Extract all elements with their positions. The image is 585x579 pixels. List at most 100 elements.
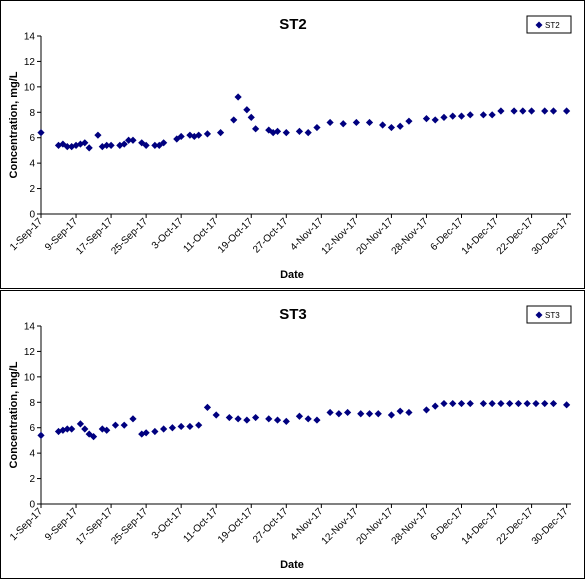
y-tick-label: 12	[24, 347, 36, 358]
data-point	[203, 403, 212, 411]
data-points	[37, 93, 571, 152]
legend-label: ST2	[545, 21, 560, 30]
data-point	[129, 415, 137, 423]
legend-box	[526, 305, 572, 324]
data-point	[111, 421, 120, 429]
chart-frame	[0, 0, 585, 289]
data-point	[168, 424, 177, 432]
data-point	[265, 126, 273, 134]
data-point	[440, 113, 448, 121]
data-point	[120, 140, 128, 148]
data-point	[326, 118, 334, 127]
data-point	[107, 141, 115, 149]
data-point	[151, 427, 159, 436]
chart-panel-st2: ST2 Date Concentration, mg/L 0 2 4 6 8 10 12 14…	[0, 0, 585, 289]
data-point	[295, 412, 304, 420]
data-point	[265, 415, 273, 423]
y-tick-label: 2	[29, 474, 35, 485]
data-point	[177, 422, 185, 431]
x-axis-title: Date	[280, 559, 304, 571]
data-point	[488, 111, 496, 119]
y-tick-label: 10	[24, 82, 36, 93]
data-point	[94, 131, 102, 139]
data-point	[457, 399, 466, 408]
data-point	[514, 399, 523, 408]
data-point	[304, 415, 312, 423]
data-point	[129, 136, 137, 144]
chart-title: ST3	[279, 306, 307, 323]
data-point	[387, 411, 396, 419]
data-point	[549, 399, 558, 408]
y-tick-label: 6	[29, 133, 35, 144]
data-point	[466, 399, 474, 408]
data-point	[125, 136, 133, 144]
data-point	[138, 430, 146, 438]
data-point	[396, 407, 404, 415]
data-point	[186, 422, 194, 431]
data-point	[449, 112, 457, 120]
y-axis-title: Concentration, mg/L	[8, 71, 20, 178]
data-point	[379, 121, 387, 129]
data-point	[103, 141, 111, 149]
data-point	[81, 425, 89, 433]
chart-panel-st3: ST3 Date Concentration, mg/L 0 2 4 6 8 10 12 14…	[0, 290, 585, 579]
data-point	[344, 408, 352, 417]
legend-marker-diamond	[535, 311, 543, 319]
data-point	[326, 408, 334, 417]
legend-marker-diamond	[535, 21, 543, 29]
y-tick-label: 14	[24, 322, 36, 333]
data-point	[457, 112, 466, 120]
data-point	[549, 107, 558, 115]
data-point	[273, 127, 282, 135]
chart-frame	[0, 290, 585, 579]
data-point	[541, 107, 549, 115]
y-tick-label: 4	[29, 159, 35, 170]
y-tick-label: 8	[29, 108, 35, 119]
legend-box	[526, 15, 572, 34]
data-point	[422, 115, 431, 123]
data-point	[497, 107, 505, 115]
data-point	[85, 144, 93, 152]
data-point	[405, 408, 413, 417]
data-point	[37, 129, 45, 137]
data-point	[431, 116, 439, 124]
data-point	[365, 118, 374, 127]
data-point	[335, 410, 343, 418]
data-point	[247, 113, 255, 121]
data-point	[225, 413, 233, 422]
data-point	[365, 410, 374, 418]
data-point	[541, 399, 549, 408]
data-point	[120, 421, 128, 429]
data-point	[151, 141, 159, 149]
data-point	[506, 399, 514, 408]
data-point	[160, 139, 168, 147]
data-point	[68, 425, 76, 433]
chart-title: ST2	[279, 16, 307, 33]
data-point	[488, 399, 496, 408]
data-point	[295, 127, 304, 135]
data-points	[37, 399, 571, 441]
y-tick-label: 12	[24, 57, 36, 68]
data-point	[243, 416, 251, 424]
data-point	[405, 117, 413, 125]
data-point	[374, 410, 382, 418]
y-tick-labels: 0 2 4 6 8 10 12 14	[24, 32, 41, 221]
legend-label: ST3	[545, 311, 560, 320]
y-tick-label: 4	[29, 449, 35, 460]
data-point	[519, 107, 527, 115]
data-point	[510, 107, 518, 115]
data-point	[142, 429, 150, 437]
data-point	[497, 399, 505, 408]
data-point	[387, 123, 396, 132]
data-point	[103, 426, 111, 434]
data-point	[203, 130, 212, 138]
data-point	[76, 420, 85, 428]
data-point	[63, 143, 71, 151]
data-point	[479, 399, 487, 408]
data-point	[216, 129, 225, 137]
data-point	[230, 116, 238, 124]
data-point	[532, 399, 540, 408]
data-point	[234, 93, 242, 101]
y-tick-label: 8	[29, 398, 35, 409]
